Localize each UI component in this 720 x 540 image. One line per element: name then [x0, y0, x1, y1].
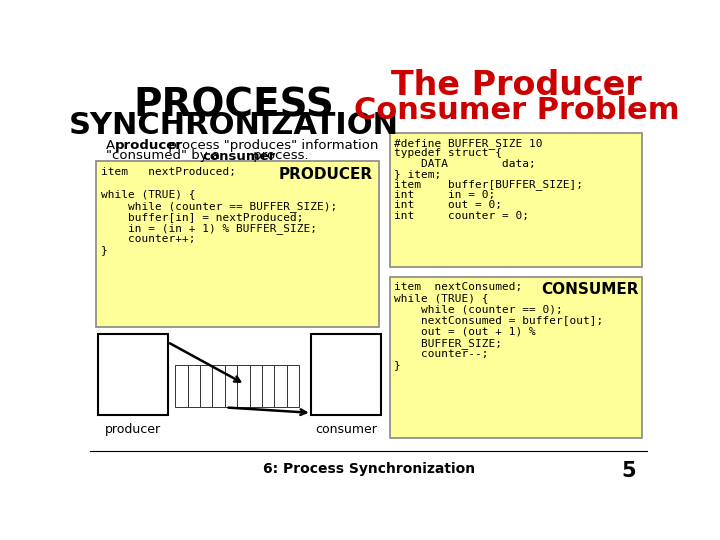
- Text: consumer: consumer: [315, 423, 377, 436]
- Bar: [175, 365, 188, 408]
- Bar: [96, 161, 379, 327]
- Bar: [390, 276, 642, 438]
- Text: int     counter = 0;: int counter = 0;: [394, 211, 528, 221]
- Bar: [311, 334, 381, 415]
- Bar: [262, 365, 274, 408]
- Text: } item;: } item;: [394, 169, 441, 179]
- Text: while (counter == BUFFER_SIZE);: while (counter == BUFFER_SIZE);: [101, 201, 337, 212]
- Text: 6: Process Synchronization: 6: Process Synchronization: [263, 462, 475, 476]
- Text: int     out = 0;: int out = 0;: [394, 200, 502, 210]
- Text: Consumer Problem: Consumer Problem: [354, 96, 679, 125]
- Text: BUFFER_SIZE;: BUFFER_SIZE;: [394, 338, 502, 349]
- Text: counter++;: counter++;: [101, 234, 195, 244]
- Text: typedef struct {: typedef struct {: [394, 148, 502, 158]
- Text: The Producer: The Producer: [391, 69, 642, 102]
- Text: A: A: [106, 139, 119, 152]
- Text: producer: producer: [114, 139, 183, 152]
- Text: in = (in + 1) % BUFFER_SIZE;: in = (in + 1) % BUFFER_SIZE;: [101, 223, 317, 234]
- Bar: [212, 365, 225, 408]
- Bar: [225, 365, 238, 408]
- Text: consumer: consumer: [202, 150, 276, 163]
- Bar: [390, 132, 642, 267]
- Text: counter--;: counter--;: [394, 349, 488, 359]
- Text: CONSUMER: CONSUMER: [541, 282, 639, 297]
- Bar: [287, 365, 300, 408]
- Text: item  nextConsumed;: item nextConsumed;: [394, 282, 522, 292]
- Text: PROCESS: PROCESS: [133, 86, 334, 124]
- Text: while (TRUE) {: while (TRUE) {: [101, 190, 195, 200]
- Bar: [98, 334, 168, 415]
- Text: process "produces" information: process "produces" information: [163, 139, 378, 152]
- Text: }: }: [101, 245, 107, 255]
- Text: while (counter == 0);: while (counter == 0);: [394, 304, 562, 314]
- Bar: [200, 365, 212, 408]
- Text: buffer[in] = nextProduced;: buffer[in] = nextProduced;: [101, 212, 303, 222]
- Text: item   nextProduced;: item nextProduced;: [101, 167, 236, 177]
- Bar: [274, 365, 287, 408]
- Text: }: }: [394, 360, 400, 370]
- Text: SYNCHRONIZATION: SYNCHRONIZATION: [68, 111, 398, 140]
- Text: DATA        data;: DATA data;: [394, 159, 536, 168]
- Text: int     in = 0;: int in = 0;: [394, 190, 495, 200]
- Bar: [250, 365, 262, 408]
- Text: "consumed" by a: "consumed" by a: [106, 150, 224, 163]
- Text: producer: producer: [104, 423, 161, 436]
- Text: process.: process.: [249, 150, 308, 163]
- Bar: [188, 365, 200, 408]
- Text: 5: 5: [621, 461, 636, 481]
- Text: item    buffer[BUFFER_SIZE];: item buffer[BUFFER_SIZE];: [394, 179, 582, 191]
- Text: #define BUFFER_SIZE 10: #define BUFFER_SIZE 10: [394, 138, 542, 149]
- Text: PRODUCER: PRODUCER: [279, 167, 373, 182]
- Text: out = (out + 1) %: out = (out + 1) %: [394, 327, 536, 336]
- Text: while (TRUE) {: while (TRUE) {: [394, 293, 488, 303]
- Bar: [238, 365, 250, 408]
- Text: nextConsumed = buffer[out];: nextConsumed = buffer[out];: [394, 315, 603, 326]
